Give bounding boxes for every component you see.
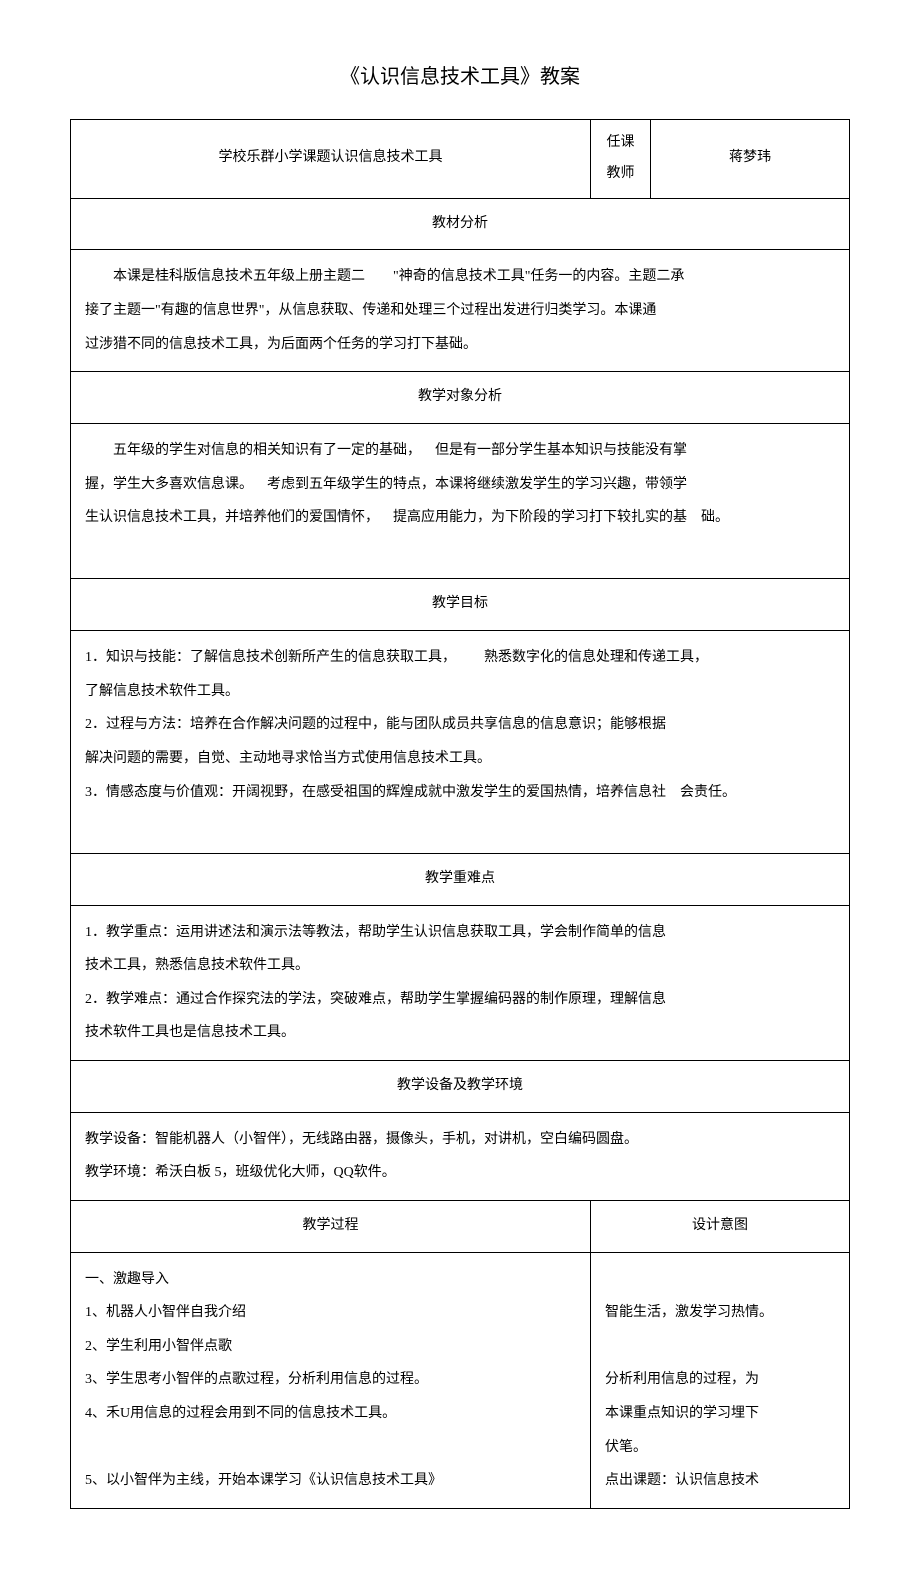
text: 解决问题的需要，自觉、主动地寻求恰当方式使用信息技术工具。 (85, 742, 835, 776)
text: 础。 (701, 510, 729, 525)
text: 智能生活，激发学习热情。 (605, 1296, 835, 1330)
text: 提高应用能力，为下阶段的学习打下较扎实的基 (393, 510, 687, 525)
process-body-row: 一、激趣导入 1、机器人小智伴自我介绍 2、学生利用小智伴点歌 3、学生思考小智… (71, 1252, 850, 1508)
text: 分析利用信息的过程，为 (605, 1363, 835, 1397)
header-row: 学校乐群小学课题认识信息技术工具 任课 教师 蒋梦玮 (71, 120, 850, 199)
section-learner-analysis-body: 五年级的学生对信息的相关知识有了一定的基础， 但是有一部分学生基本知识与技能没有掌… (71, 423, 850, 578)
section-learner-analysis-heading: 教学对象分析 (71, 372, 850, 424)
text: 伏笔。 (605, 1431, 835, 1465)
text: 1．知识与技能：了解信息技术创新所产生的信息获取工具， (85, 650, 456, 665)
teacher-label-2: 教师 (601, 159, 640, 190)
text: 一、激趣导入 (85, 1263, 576, 1297)
section-goals-heading: 教学目标 (71, 579, 850, 631)
text: 接了主题一"有趣的信息世界"，从信息获取、传递和处理三个过程出发进行归类学习。本… (85, 294, 835, 328)
lesson-plan-table: 学校乐群小学课题认识信息技术工具 任课 教师 蒋梦玮 教材分析 本课是桂科版信息… (70, 119, 850, 1509)
text: 1、机器人小智伴自我介绍 (85, 1296, 576, 1330)
section-keypoints-heading: 教学重难点 (71, 853, 850, 905)
process-heading-left: 教学过程 (71, 1200, 591, 1252)
teacher-label-1: 任课 (601, 128, 640, 159)
text: "神奇的信息技术工具"任务一的内容。主题二承 (393, 269, 684, 284)
text: 过涉猎不同的信息技术工具，为后面两个任务的学习打下基础。 (85, 328, 835, 362)
text: 教学设备：智能机器人（小智伴），无线路由器，摄像头，手机，对讲机，空白编码圆盘。 (85, 1123, 835, 1157)
text: 3．情感态度与价值观：开阔视野，在感受祖国的辉煌成就中激发学生的爱国热情，培养信… (85, 785, 666, 800)
section-keypoints-body: 1．教学重点：运用讲述法和演示法等教法，帮助学生认识信息获取工具，学会制作简单的… (71, 905, 850, 1060)
page-title: 《认识信息技术工具》教案 (70, 60, 850, 89)
section-material-analysis-heading: 教材分析 (71, 198, 850, 250)
text: 生认识信息技术工具，并培养他们的爱国情怀， (85, 510, 379, 525)
text: 1．教学重点：运用讲述法和演示法等教法，帮助学生认识信息获取工具，学会制作简单的… (85, 916, 835, 950)
section-material-analysis-body: 本课是桂科版信息技术五年级上册主题二 "神奇的信息技术工具"任务一的内容。主题二承… (71, 250, 850, 372)
section-equipment-heading: 教学设备及教学环境 (71, 1060, 850, 1112)
text: 握，学生大多喜欢信息课。 (85, 477, 253, 492)
text: 但是有一部分学生基本知识与技能没有掌 (435, 443, 687, 458)
text: 4、禾U用信息的过程会用到不同的信息技术工具。 (85, 1397, 576, 1431)
text: 3、学生思考小智伴的点歌过程，分析利用信息的过程。 (85, 1363, 576, 1397)
teacher-label-cell: 任课 教师 (591, 120, 651, 199)
process-header-row: 教学过程 设计意图 (71, 1200, 850, 1252)
text: 2．过程与方法：培养在合作解决问题的过程中，能与团队成员共享信息的信息意识；能够… (85, 708, 835, 742)
text: 5、以小智伴为主线，开始本课学习《认识信息技术工具》 (85, 1464, 576, 1498)
school-topic: 学校乐群小学课题认识信息技术工具 (71, 120, 591, 199)
text: 点出课题：认识信息技术 (605, 1464, 835, 1498)
process-right-body: 智能生活，激发学习热情。 分析利用信息的过程，为 本课重点知识的学习埋下 伏笔。… (591, 1252, 850, 1508)
process-heading-right: 设计意图 (591, 1200, 850, 1252)
teacher-name: 蒋梦玮 (651, 120, 850, 199)
text: 五年级的学生对信息的相关知识有了一定的基础， (113, 443, 421, 458)
text: 教学环境：希沃白板 5，班级优化大师，QQ软件。 (85, 1156, 835, 1190)
text: 熟悉数字化的信息处理和传递工具， (484, 650, 708, 665)
section-goals-body: 1．知识与技能：了解信息技术创新所产生的信息获取工具， 熟悉数字化的信息处理和传递… (71, 631, 850, 854)
text: 了解信息技术软件工具。 (85, 675, 835, 709)
text: 本课重点知识的学习埋下 (605, 1397, 835, 1431)
text: 技术软件工具也是信息技术工具。 (85, 1016, 835, 1050)
text: 2．教学难点：通过合作探究法的学法，突破难点，帮助学生掌握编码器的制作原理，理解… (85, 983, 835, 1017)
text: 本课是桂科版信息技术五年级上册主题二 (113, 269, 365, 284)
text: 技术工具，熟悉信息技术软件工具。 (85, 949, 835, 983)
text: 2、学生利用小智伴点歌 (85, 1330, 576, 1364)
section-equipment-body: 教学设备：智能机器人（小智伴），无线路由器，摄像头，手机，对讲机，空白编码圆盘。… (71, 1112, 850, 1200)
text: 考虑到五年级学生的特点，本课将继续激发学生的学习兴趣，带领学 (267, 477, 687, 492)
process-left-body: 一、激趣导入 1、机器人小智伴自我介绍 2、学生利用小智伴点歌 3、学生思考小智… (71, 1252, 591, 1508)
text: 会责任。 (680, 785, 736, 800)
